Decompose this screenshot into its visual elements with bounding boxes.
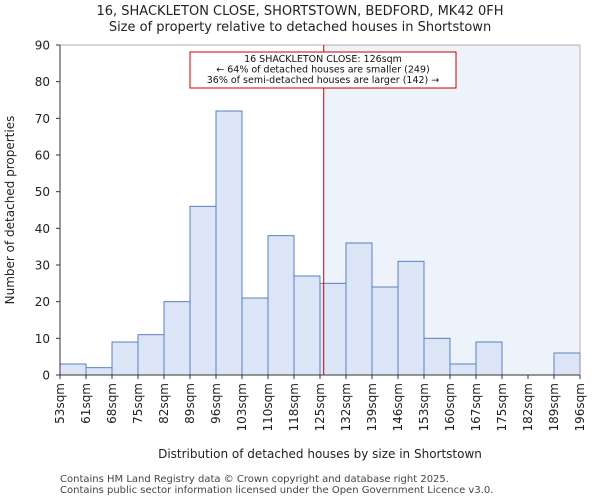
- y-tick-label: 80: [35, 75, 50, 89]
- x-tick-label: 118sqm: [287, 383, 301, 431]
- x-tick-label: 75sqm: [131, 383, 145, 424]
- histogram-bar: [111, 341, 139, 376]
- y-tick-label: 40: [35, 222, 50, 236]
- y-tick-label: 30: [35, 259, 50, 273]
- chart-subtitle: Size of property relative to detached ho…: [108, 20, 492, 35]
- histogram-bar: [215, 110, 243, 376]
- x-tick-label: 103sqm: [235, 383, 249, 431]
- x-tick-label: 160sqm: [443, 383, 457, 431]
- footer-licence: Contains public sector information licen…: [60, 485, 494, 496]
- y-tick-label: 0: [42, 369, 50, 383]
- histogram-bar: [85, 367, 113, 376]
- footer-copyright: Contains HM Land Registry data © Crown c…: [60, 474, 449, 485]
- histogram-bar: [137, 334, 165, 376]
- x-tick-label: 132sqm: [339, 383, 353, 431]
- x-tick-label: 110sqm: [261, 383, 275, 431]
- x-axis-title: Distribution of detached houses by size …: [158, 447, 482, 461]
- y-tick-label: 50: [35, 185, 50, 199]
- x-tick-label: 182sqm: [521, 383, 535, 431]
- histogram-bar: [267, 235, 295, 376]
- annotation-title: 16 SHACKLETON CLOSE: 126sqm: [244, 54, 402, 65]
- histogram-bar: [59, 363, 87, 376]
- x-tick-label: 82sqm: [157, 383, 171, 424]
- histogram-bar: [241, 297, 269, 376]
- x-tick-label: 89sqm: [183, 383, 197, 424]
- histogram-bar: [293, 275, 321, 376]
- y-tick-label: 60: [35, 149, 50, 163]
- x-tick-label: 167sqm: [469, 383, 483, 431]
- x-tick-label: 139sqm: [365, 383, 379, 431]
- histogram-bar: [423, 337, 451, 376]
- x-tick-label: 175sqm: [495, 383, 509, 431]
- annotation-smaller: ← 64% of detached houses are smaller (24…: [216, 65, 429, 76]
- y-tick-label: 20: [35, 295, 50, 309]
- histogram-bar: [475, 341, 503, 376]
- y-tick-label: 70: [35, 112, 50, 126]
- x-tick-label: 146sqm: [391, 383, 405, 431]
- chart-title: 16, SHACKLETON CLOSE, SHORTSTOWN, BEDFOR…: [96, 4, 504, 19]
- histogram-bar: [345, 242, 373, 376]
- histogram-bar: [371, 286, 399, 376]
- histogram-bar: [163, 301, 191, 376]
- y-tick-label: 10: [35, 332, 50, 346]
- x-tick-label: 96sqm: [209, 383, 223, 424]
- x-tick-label: 153sqm: [417, 383, 431, 431]
- annotation-larger: 36% of semi-detached houses are larger (…: [207, 75, 440, 86]
- x-tick-label: 61sqm: [79, 383, 93, 424]
- x-tick-label: 53sqm: [53, 383, 67, 424]
- y-tick-label: 90: [35, 39, 50, 53]
- annotation-box: [189, 51, 457, 89]
- histogram-bar: [449, 363, 477, 376]
- histogram-bar: [397, 260, 425, 376]
- histogram-bar: [189, 205, 217, 376]
- x-tick-label: 189sqm: [547, 383, 561, 431]
- x-tick-label: 68sqm: [105, 383, 119, 424]
- x-tick-label: 125sqm: [313, 383, 327, 431]
- y-axis-title: Number of detached properties: [3, 116, 17, 305]
- x-tick-label: 196sqm: [573, 383, 587, 431]
- histogram-bar: [553, 352, 581, 376]
